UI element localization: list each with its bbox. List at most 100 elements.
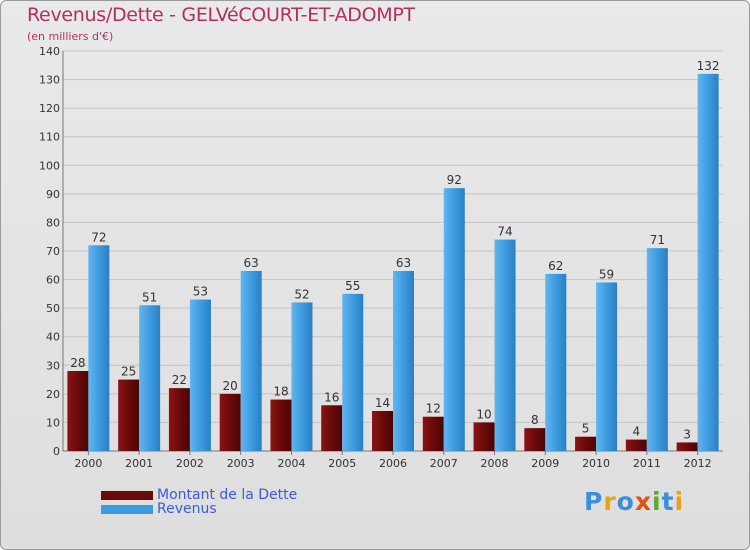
logo-letter: i [652, 487, 662, 516]
data-label-debt: 5 [582, 422, 590, 436]
logo-letter: P [584, 487, 604, 516]
legend-swatch-debt [101, 490, 153, 500]
logo-letter: t [661, 487, 675, 516]
logo-letter: i [674, 487, 685, 516]
bar-debt [67, 371, 89, 451]
bar-revenue [697, 73, 719, 451]
bar-revenue [291, 302, 313, 451]
bar-debt [473, 422, 495, 451]
legend-item-debt: Montant de la Dette [101, 487, 297, 503]
labels: 0 10 20 30 40 50 60 70 80 90 100 110 120 130 140 2000 28… [39, 45, 720, 470]
y-tick-label: 70 [46, 245, 60, 258]
y-tick-label: 20 [46, 388, 60, 401]
x-tick-label: 2002 [176, 457, 204, 470]
bar-revenue [240, 271, 262, 451]
y-tick-label: 60 [46, 274, 60, 287]
data-label-revenue: 71 [650, 233, 665, 247]
y-tick-label: 80 [46, 216, 60, 229]
chart-title: Revenus/Dette - GELVéCOURT-ET-ADOMPT [27, 4, 415, 26]
data-label-revenue: 62 [548, 259, 563, 273]
y-tick-label: 100 [39, 159, 60, 172]
x-tick-label: 2009 [531, 457, 559, 470]
data-label-debt: 12 [426, 402, 441, 416]
data-label-debt: 8 [531, 413, 539, 427]
bar-debt [625, 439, 647, 451]
x-tick-label: 2007 [430, 457, 458, 470]
data-label-revenue: 72 [91, 230, 106, 244]
x-tick-label: 2010 [582, 457, 610, 470]
data-label-debt: 20 [223, 379, 238, 393]
data-label-revenue: 51 [142, 290, 157, 304]
y-tick-label: 30 [46, 359, 60, 372]
bar-revenue [494, 239, 516, 451]
bars [67, 73, 719, 451]
x-tick-label: 2003 [227, 457, 255, 470]
bar-revenue [393, 271, 414, 451]
bar-debt [321, 405, 343, 451]
data-label-revenue: 74 [497, 225, 512, 239]
data-label-revenue: 63 [396, 256, 411, 270]
bar-debt [168, 388, 190, 451]
bar-revenue [88, 245, 110, 451]
bar-revenue [646, 248, 668, 451]
data-label-debt: 16 [324, 390, 339, 404]
bar-debt [575, 436, 597, 451]
data-label-revenue: 52 [294, 287, 309, 301]
legend-swatch-revenue [101, 504, 153, 514]
bar-debt [422, 416, 444, 451]
bar-revenue [342, 293, 364, 451]
data-label-debt: 14 [375, 396, 390, 410]
data-label-revenue: 59 [599, 267, 614, 281]
data-label-debt: 18 [273, 385, 288, 399]
data-label-debt: 28 [70, 356, 85, 370]
x-tick-label: 2004 [277, 457, 305, 470]
y-tick-label: 90 [46, 188, 60, 201]
bar-debt [524, 428, 546, 451]
y-tick-label: 110 [39, 131, 60, 144]
x-tick-label: 2006 [379, 457, 407, 470]
data-label-revenue: 92 [447, 173, 462, 187]
y-tick-label: 140 [39, 45, 60, 58]
bar-revenue [443, 188, 465, 451]
data-label-revenue: 132 [697, 59, 720, 73]
y-tick-label: 130 [39, 74, 60, 87]
y-tick-label: 40 [46, 331, 60, 344]
x-tick-label: 2008 [481, 457, 509, 470]
y-tick-label: 50 [46, 302, 60, 315]
y-tick-label: 0 [53, 445, 60, 458]
y-tick-label: 120 [39, 102, 60, 115]
x-tick-label: 2011 [633, 457, 661, 470]
chart-subtitle: (en milliers d'€) [27, 30, 114, 43]
x-tick-label: 2012 [684, 457, 712, 470]
data-label-debt: 10 [476, 407, 491, 421]
logo-letter: x [634, 487, 652, 516]
legend-label-revenue: Revenus [157, 501, 217, 517]
bar-revenue [545, 273, 567, 451]
data-label-revenue: 55 [345, 279, 360, 293]
logo-letter: r [603, 487, 617, 516]
proxiti-logo: Proxiti [584, 487, 684, 516]
data-label-debt: 25 [121, 365, 136, 379]
x-tick-label: 2000 [74, 457, 102, 470]
bar-revenue [189, 299, 211, 451]
data-label-debt: 22 [172, 373, 187, 387]
bar-revenue [596, 282, 618, 451]
legend-label-debt: Montant de la Dette [157, 487, 298, 503]
legend-item-revenue: Revenus [101, 501, 217, 517]
data-label-revenue: 63 [244, 256, 259, 270]
x-tick-label: 2001 [125, 457, 153, 470]
bar-debt [676, 442, 698, 451]
bar-debt [372, 411, 393, 451]
logo-letter: o [616, 487, 635, 516]
bar-debt [270, 399, 292, 451]
data-label-debt: 4 [633, 425, 641, 439]
y-tick-label: 10 [46, 416, 60, 429]
data-label-revenue: 53 [193, 285, 208, 299]
x-tick-label: 2005 [328, 457, 356, 470]
bar-revenue [139, 305, 161, 451]
bar-debt [219, 393, 241, 451]
data-label-debt: 3 [683, 427, 691, 441]
bar-debt [118, 379, 140, 451]
